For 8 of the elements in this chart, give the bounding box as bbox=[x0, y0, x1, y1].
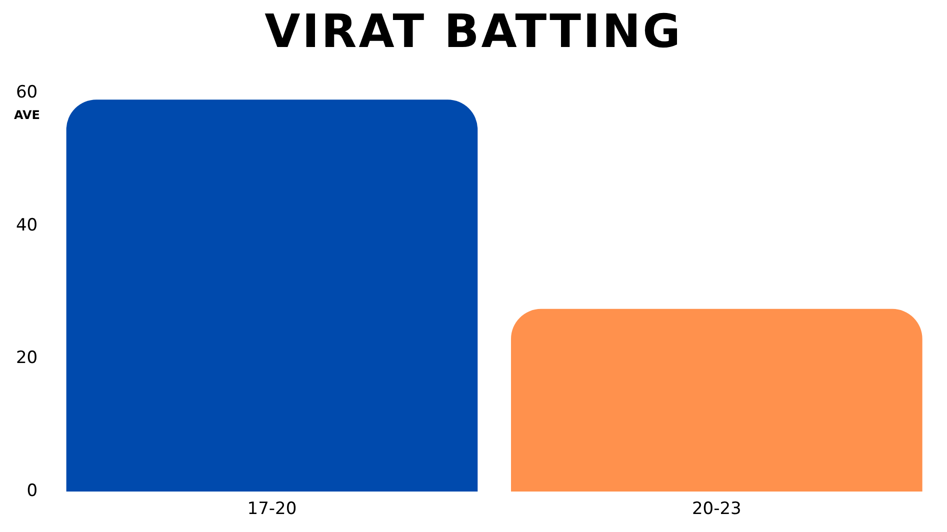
x-tick-label: 17-20 bbox=[247, 499, 297, 520]
y-axis-title: AVE bbox=[14, 108, 40, 122]
y-tick-label: 20 bbox=[16, 348, 38, 368]
x-tick-label: 20-23 bbox=[692, 499, 742, 520]
y-tick-label: 0 bbox=[26, 481, 38, 502]
chart-title: VIRAT BATTING bbox=[264, 4, 684, 58]
y-tick-label: 40 bbox=[16, 215, 38, 236]
y-tick-label: 60 bbox=[16, 82, 38, 102]
